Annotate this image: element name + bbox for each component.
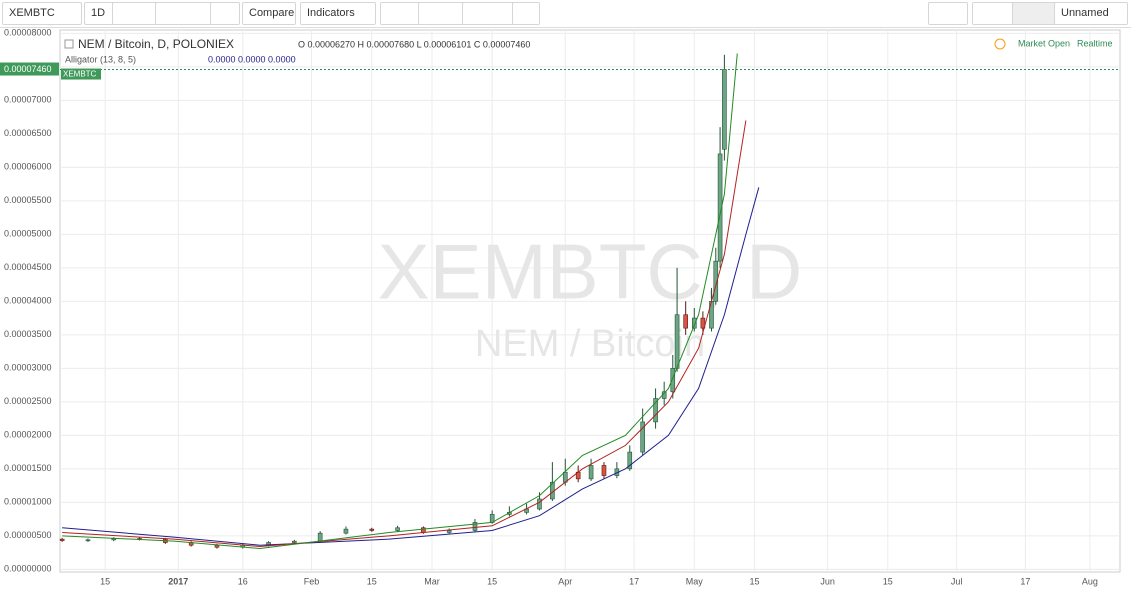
y-tick-label: 0.00000000 xyxy=(4,564,52,574)
x-tick-label: 15 xyxy=(749,576,759,586)
y-tick-label: 0.00003000 xyxy=(4,363,52,373)
drawing-color[interactable] xyxy=(928,2,968,25)
idea-button[interactable] xyxy=(418,2,468,25)
y-tick-label: 0.00003500 xyxy=(4,329,52,339)
candle-body xyxy=(653,398,658,423)
realtime: Realtime xyxy=(1077,38,1113,48)
x-tick-label: 2017 xyxy=(168,576,188,586)
y-tick-label: 0.00002000 xyxy=(4,430,52,440)
candle-body xyxy=(588,465,594,480)
y-tick-label: 0.00007000 xyxy=(4,95,52,105)
x-tick-label: Aug xyxy=(1082,576,1098,586)
market-status: Market Open xyxy=(1018,38,1070,48)
x-tick-label: 15 xyxy=(883,576,893,586)
y-tick-label: 0.00004500 xyxy=(4,262,52,272)
x-tick-label: 17 xyxy=(629,576,639,586)
candle-body xyxy=(670,368,676,393)
layout-name[interactable]: Unnamed xyxy=(1054,2,1128,25)
candle-body xyxy=(601,465,607,476)
symbol-input[interactable]: XEMBTC xyxy=(2,2,82,25)
candle-body xyxy=(317,532,323,542)
candle-body xyxy=(292,540,297,543)
toolbar: XEMBTC 1D Compare Indicators Unnamed xyxy=(0,0,1131,28)
candle-body xyxy=(59,538,65,541)
candle-body xyxy=(472,522,478,531)
x-tick-label: Mar xyxy=(424,576,440,586)
x-tick-label: 16 xyxy=(238,576,248,586)
last-price-tag xyxy=(0,62,59,76)
x-tick-label: 15 xyxy=(100,576,110,586)
y-tick-label: 0.00008000 xyxy=(4,28,52,38)
ohlc-text: O 0.00006270 H 0.00007680 L 0.00006101 C… xyxy=(298,39,530,49)
x-tick-label: 15 xyxy=(487,576,497,586)
watermark-sub: NEM / Bitcoin xyxy=(475,323,705,365)
y-tick-label: 0.00000500 xyxy=(4,530,52,540)
x-tick-label: Apr xyxy=(558,576,572,586)
alligator-line xyxy=(62,187,760,546)
symbol-label: XEMBTC xyxy=(63,70,97,79)
chart: XEMBTC, D NEM / Bitcoin NEM / Bitcoin, D… xyxy=(0,28,1121,586)
candle-body xyxy=(369,528,375,531)
candle-body xyxy=(343,528,349,534)
candle-body xyxy=(683,314,688,329)
last-price-label: 0.00007460 xyxy=(4,64,52,74)
x-tick-label: May xyxy=(686,576,704,586)
chart-title: NEM / Bitcoin, D, POLONIEX xyxy=(78,37,234,51)
x-tick-label: Jun xyxy=(820,576,835,586)
collapse-icon[interactable] xyxy=(64,39,74,49)
candle-body xyxy=(722,69,727,150)
candle-body xyxy=(537,498,542,510)
compare-button[interactable]: Compare xyxy=(242,2,296,25)
indicators-button[interactable]: Indicators xyxy=(300,2,376,25)
y-tick-label: 0.00005500 xyxy=(4,195,52,205)
candle-body xyxy=(214,544,220,548)
y-tick-label: 0.00004000 xyxy=(4,296,52,306)
candle-body xyxy=(674,314,680,369)
candle-body xyxy=(446,530,452,533)
status-icon xyxy=(994,38,1006,50)
watermark: XEMBTC, D xyxy=(378,228,803,316)
y-tick-label: 0.00002500 xyxy=(4,396,52,406)
y-tick-label: 0.00006500 xyxy=(4,128,52,138)
undo-redo[interactable] xyxy=(462,2,518,25)
x-tick-label: 15 xyxy=(367,576,377,586)
candle-body xyxy=(713,260,719,302)
y-tick-label: 0.00006000 xyxy=(4,162,52,172)
symbol-tag xyxy=(61,68,101,80)
fullscreen-button[interactable] xyxy=(512,2,540,25)
alligator-line xyxy=(62,53,738,550)
candle-body xyxy=(700,317,706,329)
candle-body xyxy=(395,527,400,531)
x-tick-label: 17 xyxy=(1020,576,1030,586)
x-tick-label: Jul xyxy=(951,576,963,586)
candle-body xyxy=(85,539,91,542)
y-tick-label: 0.00001500 xyxy=(4,463,52,473)
settings-button[interactable] xyxy=(210,2,240,25)
candle-body xyxy=(717,153,723,262)
indicator-name: Alligator (13, 8, 5) xyxy=(65,54,136,64)
candle-body xyxy=(640,421,645,453)
y-tick-label: 0.00001000 xyxy=(4,497,52,507)
candle-body xyxy=(627,451,633,470)
y-tick-label: 0.00005000 xyxy=(4,229,52,239)
x-tick-label: Feb xyxy=(304,576,320,586)
indicator-values: 0.0000 0.0000 0.0000 xyxy=(208,54,296,64)
candle-body xyxy=(691,317,697,329)
alligator-line xyxy=(62,120,747,548)
